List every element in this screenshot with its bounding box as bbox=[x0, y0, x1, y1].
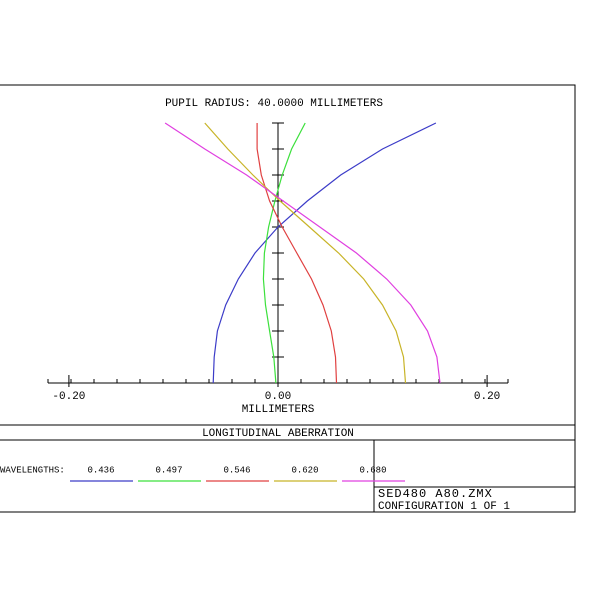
legend-label: 0.436 bbox=[87, 465, 114, 475]
aberration-curve bbox=[164, 122, 441, 384]
legend-label: 0.620 bbox=[291, 465, 318, 475]
aberration-curve bbox=[212, 122, 437, 384]
frame bbox=[0, 84, 576, 513]
chart-title: PUPIL RADIUS: 40.0000 MILLIMETERS bbox=[165, 98, 383, 110]
aberration-curve bbox=[204, 122, 407, 384]
file-name: SED480 A80.ZMX bbox=[378, 487, 493, 501]
aberration-curve bbox=[256, 123, 338, 384]
x-axis-label: MILLIMETERS bbox=[242, 404, 315, 416]
x-tick-label: 0.00 bbox=[265, 391, 291, 403]
x-tick-label: 0.20 bbox=[474, 391, 500, 403]
legend-label: 0.497 bbox=[155, 465, 182, 475]
x-tick-label: -0.20 bbox=[52, 391, 85, 403]
legend-label: 0.546 bbox=[223, 465, 250, 475]
aberration-curve bbox=[262, 122, 306, 384]
footer-title: LONGITUDINAL ABERRATION bbox=[202, 428, 354, 440]
configuration: CONFIGURATION 1 OF 1 bbox=[378, 501, 510, 513]
legend-title: WAVELENGTHS: bbox=[0, 465, 65, 475]
legend-label: 0.680 bbox=[359, 465, 386, 475]
